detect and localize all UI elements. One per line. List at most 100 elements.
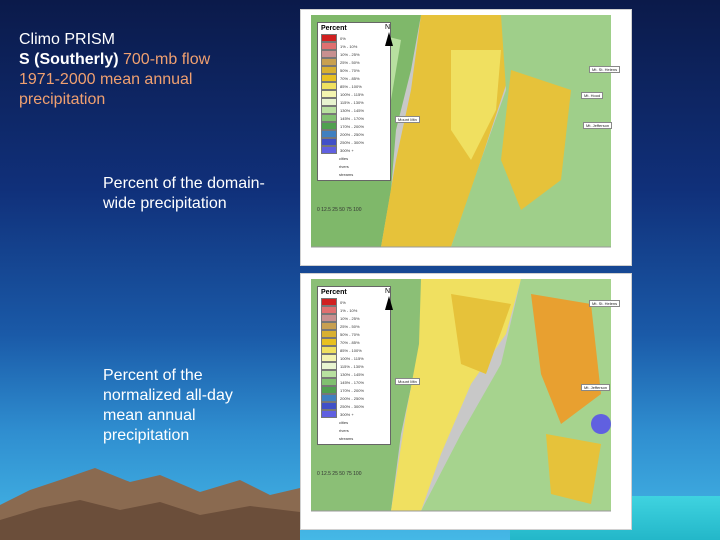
legend-swatch	[321, 378, 337, 386]
legend-item: 300% +	[321, 146, 387, 154]
legend-item: 250% - 300%	[321, 402, 387, 410]
legend-swatch	[321, 386, 337, 394]
legend-label: 50% - 70%	[340, 67, 360, 73]
legend-item: 70% - 85%	[321, 338, 387, 346]
legend-item: 100% - 115%	[321, 90, 387, 98]
legend-item: 100% - 115%	[321, 354, 387, 362]
legend-swatch	[321, 50, 337, 58]
legend-item: 130% - 145%	[321, 106, 387, 114]
place-label-mount: Mount Mtn	[395, 378, 420, 385]
legend-swatch	[321, 354, 337, 362]
scale-bar: 0 12.5 25 50 75 100	[317, 471, 362, 477]
caption-domain-wide: Percent of the domain-wide precipitation	[103, 175, 265, 212]
legend-swatch	[321, 298, 337, 306]
legend-swatch	[321, 330, 337, 338]
slide-title: Climo PRISM S (Southerly) 700-mb flow 19…	[19, 30, 289, 110]
legend-label: 70% - 85%	[340, 75, 360, 81]
legend-item: 25% - 50%	[321, 58, 387, 66]
legend-label: 200% - 250%	[340, 395, 365, 401]
legend-label: 10% - 25%	[340, 315, 360, 321]
legend-item: 70% - 85%	[321, 74, 387, 82]
legend-item: cities	[321, 418, 387, 426]
legend-label: 300% +	[340, 411, 354, 417]
legend-swatch	[321, 98, 337, 106]
legend-title: Percent	[321, 25, 347, 32]
legend-swatch	[321, 106, 337, 114]
legend-label: 200% - 250%	[340, 131, 365, 137]
legend-label: 25% - 50%	[340, 323, 360, 329]
legend-swatch	[321, 346, 337, 354]
legend-label: cities	[339, 419, 349, 425]
legend-item: streams	[321, 170, 387, 178]
legend-label: 50% - 70%	[340, 331, 360, 337]
legend-label: streams	[339, 435, 354, 441]
legend-item: 300% +	[321, 410, 387, 418]
legend-label: 250% - 300%	[340, 403, 365, 409]
title-period: 1971-2000 mean annual	[19, 71, 193, 88]
legend-label: 170% - 200%	[340, 387, 365, 393]
legend-item: 200% - 250%	[321, 130, 387, 138]
north-label: N	[385, 24, 391, 31]
legend-item: 85% - 100%	[321, 82, 387, 90]
legend-item: 170% - 200%	[321, 122, 387, 130]
legend-item: cities	[321, 154, 387, 162]
place-label-st-helens: Mt. St. Helens	[589, 300, 621, 307]
legend-item: 1% - 10%	[321, 306, 387, 314]
legend-label: 170% - 200%	[340, 123, 365, 129]
legend-swatch	[321, 362, 337, 370]
legend-panel: Percent 0% 1% - 10% 10% - 25% 25% - 50% 50% …	[317, 22, 391, 181]
legend-label: 250% - 300%	[340, 139, 365, 145]
legend-swatch	[321, 146, 337, 154]
legend-item: 1% - 10%	[321, 42, 387, 50]
legend-swatch	[321, 122, 337, 130]
legend-label: rivers	[339, 427, 349, 433]
legend-swatch	[321, 306, 337, 314]
north-label: N	[385, 288, 391, 295]
legend-item: 0%	[321, 34, 387, 42]
legend-item: 115% - 130%	[321, 98, 387, 106]
legend-swatch	[321, 58, 337, 66]
legend-item: 50% - 70%	[321, 66, 387, 74]
legend-label: 0%	[340, 35, 346, 41]
legend-swatch	[321, 314, 337, 322]
legend-label: 100% - 115%	[340, 91, 364, 97]
legend-swatch	[321, 370, 337, 378]
legend-swatch	[321, 338, 337, 346]
legend-panel: Percent 0% 1% - 10% 10% - 25% 25% - 50% 50% …	[317, 286, 391, 445]
legend-label: 100% - 115%	[340, 355, 364, 361]
legend-item: 200% - 250%	[321, 394, 387, 402]
legend-label: 1% - 10%	[340, 307, 358, 313]
legend-swatch	[321, 394, 337, 402]
title-variable: precipitation	[19, 91, 106, 108]
legend-swatch	[321, 90, 337, 98]
legend-label: 25% - 50%	[340, 59, 360, 65]
legend-swatch	[321, 114, 337, 122]
legend-swatch	[321, 138, 337, 146]
legend-label: streams	[339, 171, 354, 177]
legend-swatch	[321, 34, 337, 42]
map-panel-domain-wide: Percent 0% 1% - 10% 10% - 25% 25% - 50% 50% …	[300, 9, 632, 266]
title-flow-level: 700-mb flow	[118, 51, 211, 68]
legend-item: streams	[321, 434, 387, 442]
legend-title: Percent	[321, 289, 347, 296]
legend-swatch	[321, 410, 337, 418]
legend-label: 115% - 130%	[340, 363, 364, 369]
legend-label: 1% - 10%	[340, 43, 358, 49]
legend-item: 10% - 25%	[321, 50, 387, 58]
legend-swatch	[321, 402, 337, 410]
legend-swatch	[321, 74, 337, 82]
place-label-jefferson: Mt. Jefferson	[581, 384, 611, 391]
legend-item: 250% - 300%	[321, 138, 387, 146]
legend-swatch	[321, 82, 337, 90]
legend-item: 115% - 130%	[321, 362, 387, 370]
legend-label: 300% +	[340, 147, 354, 153]
title-line-1: Climo PRISM	[19, 31, 116, 48]
legend-item: rivers	[321, 426, 387, 434]
legend-label: 85% - 100%	[340, 83, 362, 89]
place-label-hood: Mt. Hood	[581, 92, 604, 99]
legend-item: 25% - 50%	[321, 322, 387, 330]
map-panel-normalized: Percent 0% 1% - 10% 10% - 25% 25% - 50% 50% …	[300, 273, 632, 530]
legend-swatch	[321, 130, 337, 138]
legend-label: 130% - 145%	[340, 371, 365, 377]
legend-swatch	[321, 322, 337, 330]
